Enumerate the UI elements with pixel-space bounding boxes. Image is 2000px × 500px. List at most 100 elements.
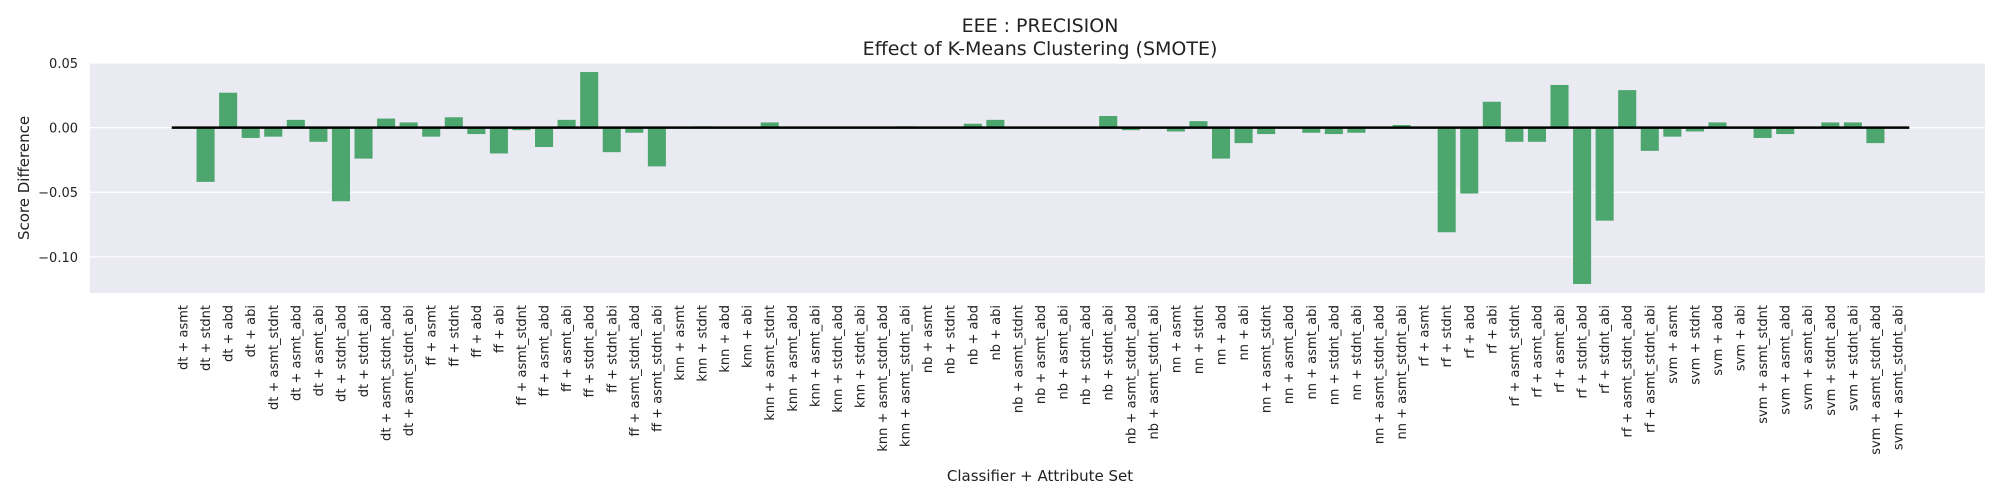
x-tick-label: ff + stdnt_abi (605, 305, 620, 393)
bar (444, 117, 463, 128)
bar (219, 92, 238, 128)
bar (399, 122, 418, 128)
x-tick-label: dt + asmt_abi (312, 305, 327, 396)
bar (1437, 127, 1456, 233)
x-tick-label: svm + abi (1734, 305, 1749, 371)
x-tick-label: knn + asmt_abi (808, 305, 823, 407)
x-tick-label: rf + stdnt_abi (1598, 305, 1613, 394)
x-tick-label: ff + stdnt (447, 305, 462, 367)
x-tick-label: nb + asmt_abi (1057, 305, 1072, 399)
x-tick-labels: dt + asmt dt + stdnt dt + abd dt + abi dt + … (177, 305, 1907, 455)
bar (1843, 122, 1862, 128)
x-tick-label: rf + stdnt (1440, 305, 1455, 368)
x-tick-label: nn + stdnt_abd (1327, 305, 1342, 405)
x-tick-label: knn + asmt_stdnt_abi (899, 305, 914, 447)
bar (1324, 127, 1343, 135)
x-tick-label: knn + stdnt_abi (853, 305, 868, 408)
bar (1527, 127, 1546, 142)
x-tick-label: ff + asmt_stdnt_abd (628, 305, 643, 437)
x-tick-label: rf + stdnt_abd (1576, 305, 1591, 399)
x-tick-label: nb + stdnt_abd (1079, 305, 1094, 405)
x-tick-label: ff + asmt_stdnt (515, 305, 530, 406)
bar (535, 127, 554, 147)
y-tick-label: −0.05 (38, 186, 78, 201)
x-tick-label: svm + asmt_stdnt_abi (1892, 305, 1907, 450)
bar (602, 127, 621, 153)
x-tick-label: nn + asmt (1169, 305, 1184, 373)
bar (1550, 84, 1569, 128)
bars-group (196, 72, 1885, 284)
x-tick-label: rf + asmt_stdnt_abi (1643, 305, 1658, 433)
y-tick-label: 0.05 (49, 57, 78, 72)
bar (1821, 122, 1840, 128)
bar (1640, 127, 1659, 151)
x-tick-label: svm + asmt_abi (1801, 305, 1816, 410)
bar (1234, 127, 1253, 144)
x-tick-label: dt + asmt_abd (289, 305, 304, 401)
x-tick-label: dt + asmt_stdnt (267, 305, 282, 410)
bar (286, 119, 305, 128)
x-tick-label: nb + stdnt (944, 305, 959, 374)
bar (241, 127, 260, 138)
bar (1505, 127, 1524, 142)
x-tick-label: dt + stdnt_abi (357, 305, 372, 397)
x-axis-label: Classifier + Attribute Set (947, 467, 1133, 485)
bar (331, 127, 350, 202)
x-tick-label: nb + asmt (921, 305, 936, 373)
x-tick-label: dt + asmt (177, 305, 192, 370)
x-tick-label: rf + asmt_stdnt (1508, 305, 1523, 407)
bar (1460, 127, 1479, 194)
x-tick-label: knn + stdnt_abd (831, 305, 846, 413)
x-tick-label: ff + stdnt_abd (583, 305, 598, 398)
bar (760, 122, 779, 128)
x-tick-label: nn + asmt_stdnt (1260, 305, 1275, 413)
chart-subtitle: Effect of K-Means Clustering (SMOTE) (863, 38, 1218, 60)
x-tick-label: knn + abd (718, 305, 733, 373)
bar (1347, 127, 1366, 133)
x-tick-label: knn + asmt_abd (786, 305, 801, 412)
x-tick-label: svm + asmt_stdnt (1756, 305, 1771, 424)
bar (580, 72, 599, 128)
x-tick-label: svm + asmt_abd (1779, 305, 1794, 415)
x-tick-label: dt + abd (222, 305, 237, 362)
x-tick-label: nb + asmt_stdnt_abd (1124, 305, 1139, 444)
bar (1685, 127, 1704, 132)
x-tick-label: knn + abi (741, 305, 756, 368)
bar (354, 127, 373, 159)
bar (1166, 127, 1185, 132)
x-tick-label: nn + stdnt (1192, 305, 1207, 374)
bar (1753, 127, 1772, 138)
bar (1776, 127, 1795, 135)
x-tick-label: ff + asmt_abi (560, 305, 575, 392)
x-tick-label: ff + asmt (425, 305, 440, 366)
bar (625, 127, 644, 133)
x-tick-label: dt + abi (244, 305, 259, 357)
x-tick-label: nb + asmt_abd (1034, 305, 1049, 404)
x-tick-label: ff + abd (470, 305, 485, 358)
bar (1257, 127, 1276, 135)
y-tick-labels: 0.05 0.00 −0.05 −0.10 (38, 57, 78, 266)
bar (309, 127, 328, 142)
x-tick-label: nn + asmt_stdnt_abi (1395, 305, 1410, 439)
bar (377, 118, 396, 128)
x-tick-label: nn + asmt_abi (1305, 305, 1320, 399)
x-tick-label: ff + asmt_stdnt_abi (650, 305, 665, 432)
x-tick-label: svm + abd (1711, 305, 1726, 376)
bar (1708, 122, 1727, 128)
x-tick-label: rf + abd (1463, 305, 1478, 359)
bar (512, 127, 531, 131)
bar (1099, 115, 1118, 128)
bar (1212, 127, 1231, 159)
bar (196, 127, 215, 182)
x-tick-label: svm + stdnt (1688, 305, 1703, 385)
x-tick-label: nb + stdnt_abi (1102, 305, 1117, 400)
y-tick-label: −0.10 (38, 251, 78, 266)
x-tick-label: knn + asmt_stdnt_abd (876, 305, 891, 452)
x-tick-label: rf + asmt_abi (1553, 305, 1568, 393)
y-axis-label: Score Difference (15, 116, 33, 240)
x-tick-label: nn + asmt_stdnt_abd (1372, 305, 1387, 444)
bar (963, 123, 982, 128)
bar (422, 127, 441, 137)
x-tick-label: rf + asmt_abd (1530, 305, 1545, 398)
